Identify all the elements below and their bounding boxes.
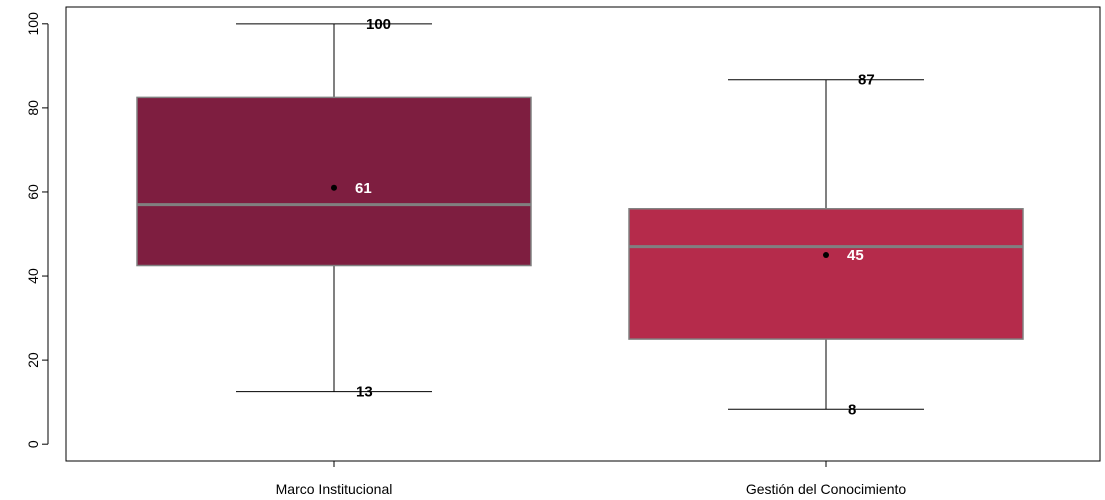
box-iqr (628, 208, 1024, 340)
mean-point (331, 184, 337, 191)
y-tick-label: 80 (25, 100, 41, 116)
mean-point (823, 252, 829, 259)
max-label: 100 (366, 16, 391, 33)
box-group: 87 8 45 (628, 72, 1024, 418)
mean-label: 45 (847, 247, 864, 264)
box-group: 100 13 61 (136, 16, 532, 401)
x-category-label: Gestión del Conocimiento (746, 481, 907, 497)
min-label: 8 (848, 401, 856, 418)
boxes-layer: 100 13 61 87 8 45 (136, 16, 1024, 418)
mean-label: 61 (355, 180, 372, 197)
y-tick-label: 0 (25, 440, 41, 448)
y-tick-label: 60 (25, 184, 41, 200)
max-label: 87 (858, 72, 875, 89)
y-tick-label: 40 (25, 268, 41, 284)
x-category-label: Marco Institucional (276, 481, 393, 497)
y-tick-label: 100 (25, 12, 41, 36)
min-label: 13 (356, 384, 373, 401)
y-axis: 0 20 40 60 80 100 (25, 12, 49, 448)
plot-frame (65, 6, 1101, 462)
box-iqr (136, 96, 532, 267)
x-axis: Marco Institucional Gestión del Conocimie… (276, 461, 907, 497)
y-tick-label: 20 (25, 352, 41, 368)
